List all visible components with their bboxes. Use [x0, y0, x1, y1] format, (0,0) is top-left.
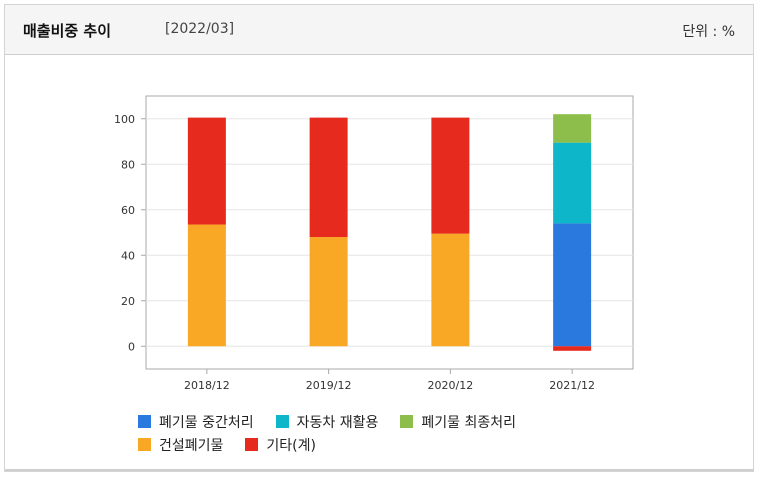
legend-label: 자동차 재활용: [296, 414, 379, 431]
legend-swatch: [400, 415, 414, 428]
bar-car_recycling: [553, 142, 592, 224]
legend-item[interactable]: 폐기물 최종처리: [400, 412, 516, 432]
y-tick-label: 80: [121, 158, 135, 171]
x-tick-label: 2020/12: [428, 379, 474, 392]
legend-swatch: [275, 415, 289, 428]
panel-header: 매출비중 추이 [2022/03] 단위 : %: [5, 5, 753, 55]
bar-other: [309, 117, 348, 238]
legend-label: 폐기물 최종처리: [421, 414, 516, 431]
legend-row: 건설폐기물 기타(계): [138, 433, 698, 456]
legend-swatch: [138, 438, 151, 451]
bar-other: [431, 117, 470, 234]
legend-item[interactable]: 자동차 재활용: [275, 412, 379, 432]
x-tick-label: 2019/12: [306, 379, 352, 392]
legend-swatch: [138, 415, 151, 428]
bar-construction_waste: [187, 224, 226, 347]
plot-area: [145, 95, 634, 370]
y-tick-label: 20: [121, 295, 135, 308]
legend-label: 건설폐기물: [159, 437, 224, 454]
legend-row: 폐기물 중간처리 자동차 재활용 폐기물 최종처리: [138, 410, 698, 433]
bar-waste_final: [553, 114, 592, 143]
bar-construction_waste: [309, 237, 348, 347]
bar-waste_intermediate: [553, 223, 592, 347]
period-label: [2022/03]: [165, 21, 235, 37]
x-tick-label: 2018/12: [184, 379, 230, 392]
bar-construction_waste: [431, 233, 470, 347]
unit-label: 단위 : %: [682, 24, 735, 40]
bar-other: [187, 117, 226, 225]
y-tick-label: 60: [121, 204, 135, 217]
y-tick-label: 0: [128, 340, 135, 353]
bar-other: [553, 346, 592, 351]
panel-divider: [5, 469, 753, 471]
legend-swatch: [245, 438, 259, 451]
legend-label: 폐기물 중간처리: [159, 414, 254, 431]
y-tick-label: 100: [114, 113, 135, 126]
x-tick-label: 2021/12: [549, 379, 595, 392]
panel-title: 매출비중 추이: [23, 22, 112, 40]
legend-item[interactable]: 기타(계): [245, 435, 316, 455]
legend-item[interactable]: 건설폐기물: [138, 435, 223, 455]
legend-item[interactable]: 폐기물 중간처리: [138, 412, 254, 432]
legend-label: 기타(계): [266, 437, 316, 454]
y-tick-label: 40: [121, 249, 135, 262]
